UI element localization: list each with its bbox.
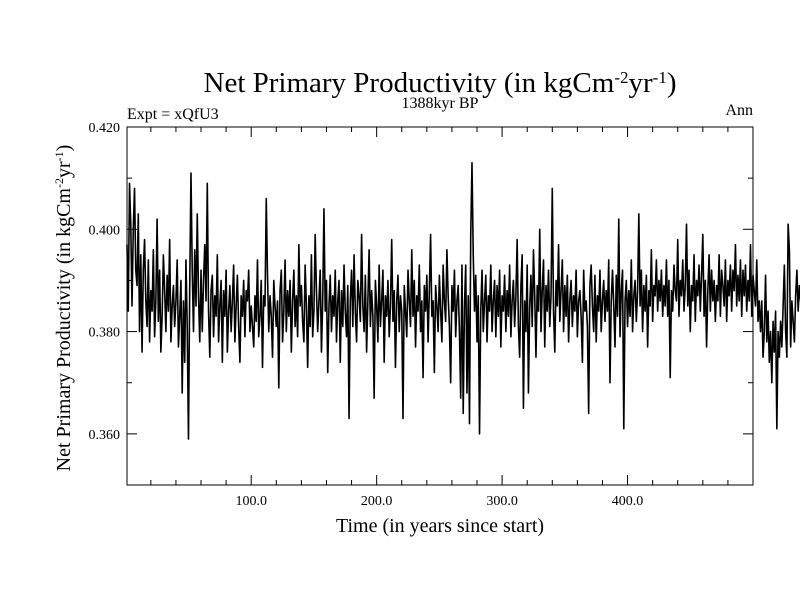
- x-axis-label: Time (in years since start): [336, 515, 544, 537]
- y-tick-label: 0.420: [89, 121, 121, 136]
- chart-title: Net Primary Productivity (in kgCm-2yr-1): [204, 67, 677, 99]
- y-tick-label: 0.380: [89, 326, 121, 341]
- x-tick-label: 300.0: [486, 494, 518, 509]
- experiment-label: Expt = xQfU3: [127, 106, 219, 123]
- x-tick-label: 400.0: [612, 494, 644, 509]
- axis-ticks: [127, 126, 753, 486]
- y-axis-label: Net Primary Productivity (in kgCm-2yr-1): [52, 145, 75, 472]
- y-tick-label: 0.360: [89, 428, 121, 443]
- chart-subtitle: 1388kyr BP: [402, 95, 479, 112]
- plot-frame: [126, 126, 754, 486]
- x-tick-label: 100.0: [235, 494, 267, 509]
- series-line: [126, 162, 800, 440]
- y-tick-label: 0.400: [89, 223, 121, 238]
- tick-labels: 100.0 200.0 300.0 400.0 0.360 0.380 0.400 0.420: [89, 121, 644, 509]
- season-label: Ann: [725, 102, 753, 119]
- x-tick-label: 200.0: [361, 494, 393, 509]
